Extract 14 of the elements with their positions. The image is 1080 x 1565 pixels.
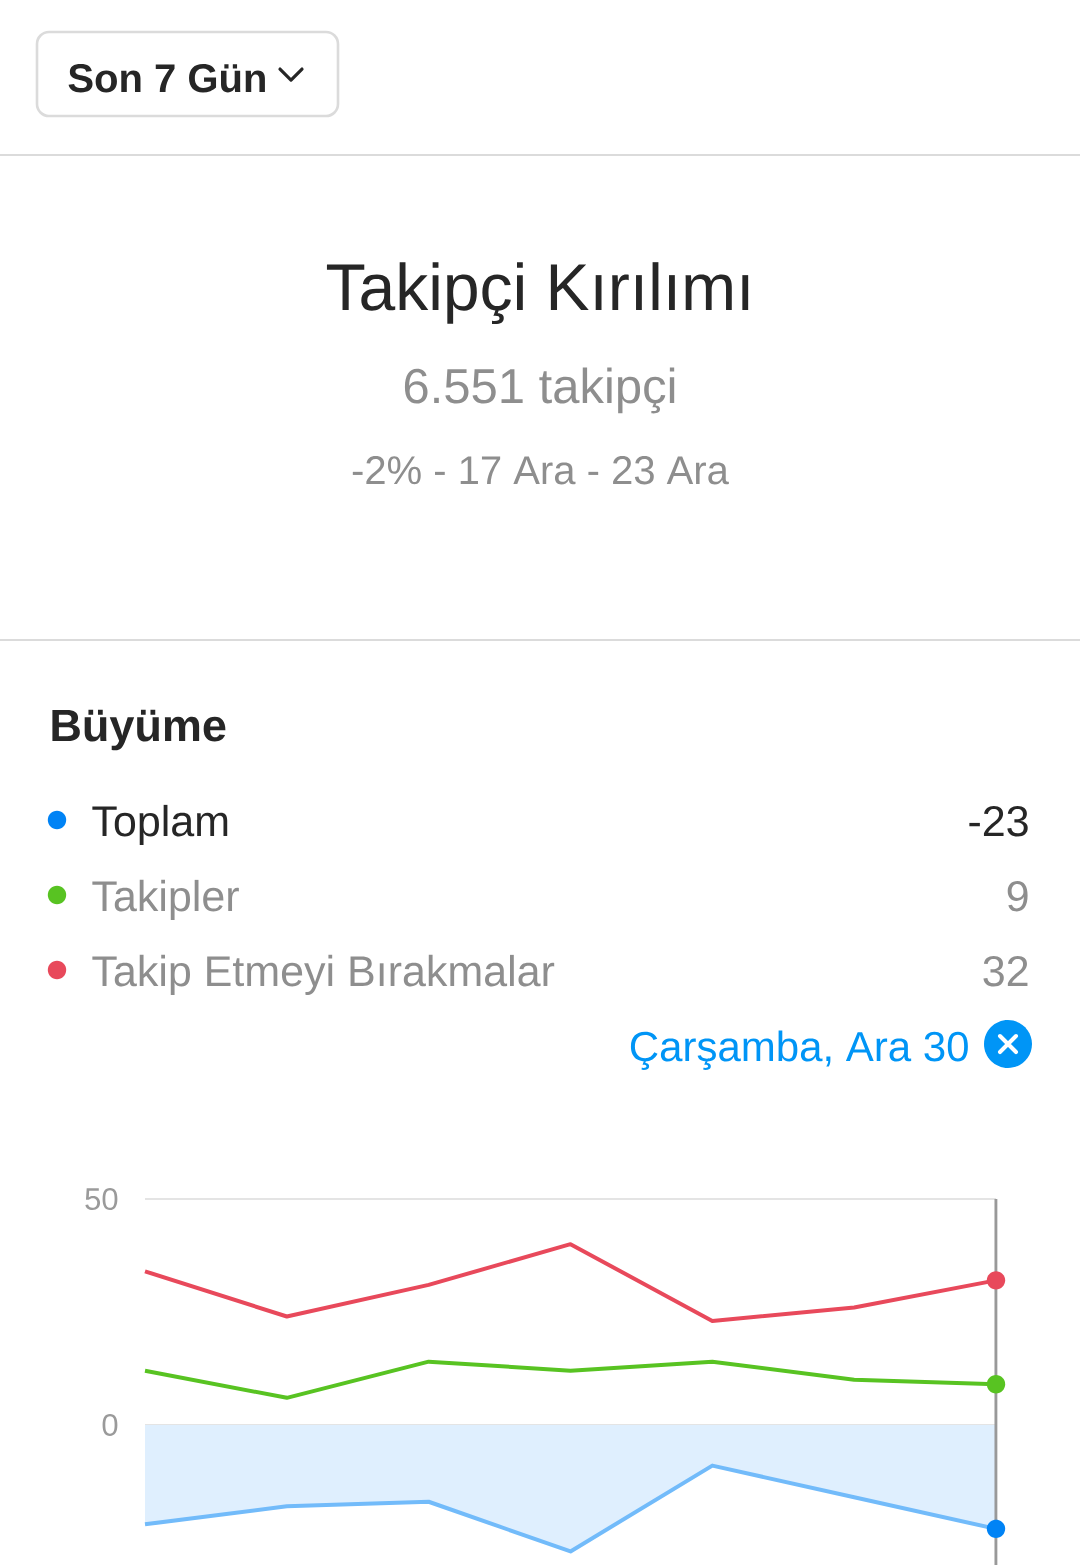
y-tick-label: 0 [102, 1413, 118, 1436]
chart-title: Takipçi Kırılımı [326, 262, 749, 324]
legend-label: Takip Etmeyi Bırakmalar [92, 954, 555, 995]
text: -2% - 17 Ara - 23 Ara [352, 456, 729, 485]
y-tick-label: 50 [85, 1188, 118, 1210]
text: Büyüme [52, 709, 226, 751]
text: Son 7 Gün [68, 64, 265, 93]
text: Çarşamba, Ara 30 [630, 1030, 968, 1070]
legend-label: Takipler [92, 879, 239, 920]
text: 32 [983, 955, 1028, 987]
legend-label: Toplam [92, 804, 228, 845]
chart-subtitle: 6.551 takipçi [404, 367, 675, 414]
text: 9 [1007, 880, 1028, 912]
text: -23 [969, 806, 1028, 837]
